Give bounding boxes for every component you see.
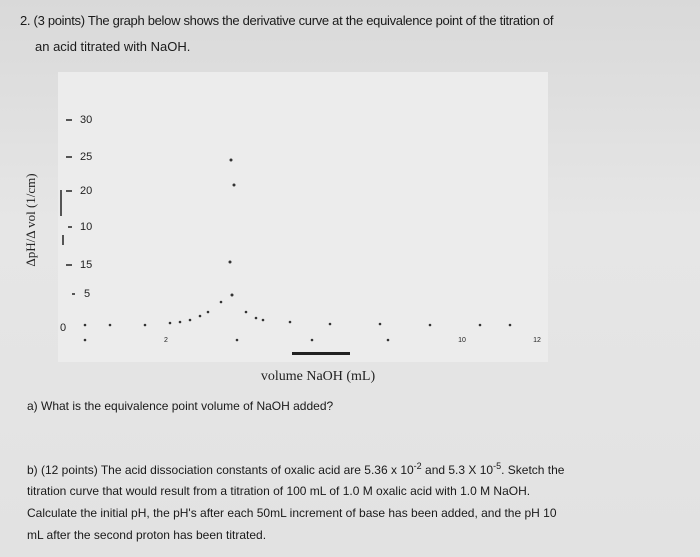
x-label: 2: [164, 337, 168, 344]
y-labels: 30 25 20 10 15 5 0: [60, 114, 92, 334]
x-label: 12: [533, 337, 541, 344]
figure: 30 25 20 10 15 5 0 ΔpH/Δ vol (1/cm) 2 10…: [23, 72, 548, 384]
y-label: 30: [80, 114, 92, 126]
y-label: 5: [84, 288, 90, 300]
question-heading: 2. (3 points) The graph below shows the …: [20, 13, 554, 28]
x-axis-label: volume NaOH (mL): [261, 369, 376, 384]
text: b) (12 points) The acid dissociation con…: [27, 463, 414, 477]
y-label: 25: [80, 151, 92, 163]
text: and 5.3 X 10: [421, 463, 494, 477]
part-a: a) What is the equivalence point volume …: [27, 399, 334, 413]
plot-area: [58, 72, 548, 362]
part-b-line: titration curve that would result from a…: [27, 484, 531, 498]
part-b-line: Calculate the initial pH, the pH's after…: [27, 506, 557, 520]
question-heading-cont: an acid titrated with NaOH.: [35, 39, 191, 54]
y-label: 10: [80, 221, 92, 233]
part-b-line: mL after the second proton has been titr…: [27, 528, 267, 542]
axis-scribble: [292, 352, 350, 355]
y-axis-label: ΔpH/Δ vol (1/cm): [23, 173, 38, 266]
scatter-dots: [83, 158, 512, 342]
y-label: 15: [80, 259, 92, 271]
tick-dashes: [60, 119, 75, 295]
superscript: -2: [413, 461, 422, 471]
text: . Sketch the: [501, 463, 565, 477]
part-b-line: b) (12 points) The acid dissociation con…: [27, 461, 564, 477]
y-label: 20: [80, 185, 92, 197]
x-label: 10: [458, 337, 466, 344]
y-label: 0: [60, 322, 66, 334]
superscript: -5: [493, 461, 502, 471]
